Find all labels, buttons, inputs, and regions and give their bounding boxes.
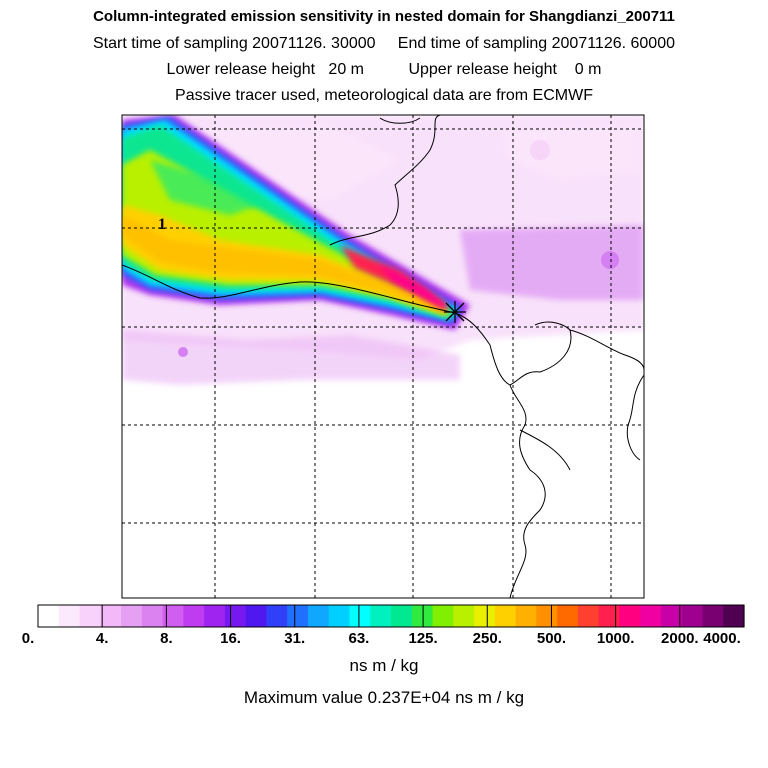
coastline bbox=[626, 374, 644, 461]
max-value-label: Maximum value 0.237E+04 ns m / kg bbox=[243, 688, 525, 707]
colorbar-swatch bbox=[328, 605, 351, 627]
plume-layer bbox=[122, 215, 446, 313]
colorbar-swatch bbox=[162, 605, 184, 627]
colorbar bbox=[38, 605, 745, 627]
gridlines bbox=[122, 115, 644, 598]
colorbar-swatch bbox=[224, 605, 247, 627]
speckle bbox=[530, 140, 550, 160]
colorbar-swatch bbox=[702, 605, 724, 627]
speckle bbox=[601, 251, 619, 269]
coastline bbox=[509, 384, 546, 598]
receptor-marker bbox=[444, 301, 466, 323]
colorbar-tick-label: 4. bbox=[95, 630, 109, 647]
colorbar-swatch bbox=[432, 605, 454, 627]
colorbar-tick-label: 16. bbox=[220, 630, 241, 647]
colorbar-tick-label: 63. bbox=[348, 630, 370, 647]
release-height-line: Lower release height 20 m Upper release … bbox=[166, 61, 602, 78]
coastline bbox=[329, 115, 441, 246]
colorbar-swatch bbox=[266, 605, 288, 627]
colorbar-swatch bbox=[598, 605, 621, 627]
chart-title: Column-integrated emission sensitivity i… bbox=[93, 8, 675, 25]
colorbar-tick-label: 0. bbox=[21, 630, 35, 647]
plot-frame bbox=[121, 114, 645, 599]
colorbar-swatch bbox=[453, 605, 475, 627]
colorbar-tick-label: 2000. bbox=[661, 630, 699, 647]
colorbar-swatch bbox=[100, 605, 122, 627]
colorbar-tick-label: 250. bbox=[472, 630, 502, 647]
plume-field bbox=[122, 115, 644, 385]
colorbar-swatch bbox=[640, 605, 662, 627]
coastline bbox=[379, 117, 421, 124]
colorbar-swatch bbox=[349, 605, 371, 627]
colorbar-tick-label: 500. bbox=[536, 630, 567, 647]
coastline bbox=[569, 329, 644, 371]
colorbar-swatch bbox=[307, 605, 330, 627]
colorbar-tick-label: 8. bbox=[160, 630, 173, 647]
colorbar-swatch bbox=[660, 605, 683, 627]
colorbar-swatch bbox=[557, 605, 579, 627]
contour-label: 1 bbox=[158, 216, 166, 233]
colorbar-swatch bbox=[681, 605, 704, 627]
colorbar-swatch bbox=[121, 605, 143, 627]
colorbar-swatch bbox=[183, 605, 205, 627]
mid-sensitivity-region bbox=[122, 330, 460, 385]
plume-gap bbox=[150, 160, 260, 215]
low-sensitivity-region bbox=[500, 125, 640, 180]
colorbar-swatch bbox=[474, 605, 496, 627]
colorbar-swatch bbox=[577, 605, 600, 627]
speckle bbox=[178, 347, 188, 357]
colorbar-swatch bbox=[58, 605, 81, 627]
colorbar-swatch bbox=[245, 605, 268, 627]
colorbar-tick-label: 4000. bbox=[703, 630, 741, 647]
colorbar-frame bbox=[37, 604, 745, 628]
colorbar-swatch bbox=[204, 605, 226, 627]
colorbar-swatch bbox=[619, 605, 641, 627]
colorbar-swatch bbox=[141, 605, 164, 627]
colorbar-swatch bbox=[287, 605, 309, 627]
colorbar-tick-label: 31. bbox=[284, 630, 306, 647]
colorbar-swatch bbox=[38, 605, 60, 627]
coastline bbox=[454, 312, 572, 386]
colorbar-swatch bbox=[79, 605, 101, 627]
colorbar-swatch bbox=[723, 605, 745, 627]
colorbar-swatch bbox=[391, 605, 413, 627]
tracer-info-line: Passive tracer used, meteorological data… bbox=[175, 87, 593, 104]
mid-sensitivity-region bbox=[460, 225, 644, 300]
coastline bbox=[519, 429, 571, 471]
colorbar-tick-label: 125. bbox=[408, 630, 438, 647]
colorbar-swatch bbox=[536, 605, 558, 627]
colorbar-swatch bbox=[411, 605, 434, 627]
coastlines bbox=[122, 115, 644, 598]
colorbar-swatch bbox=[515, 605, 537, 627]
colorbar-tick-label: 1000. bbox=[596, 630, 635, 647]
colorbar-swatch bbox=[370, 605, 392, 627]
sampling-time-line: Start time of sampling 20071126. 30000 E… bbox=[92, 35, 675, 52]
colorbar-swatch bbox=[494, 605, 517, 627]
coastline bbox=[122, 264, 456, 314]
units-label: ns m / kg bbox=[349, 656, 419, 675]
